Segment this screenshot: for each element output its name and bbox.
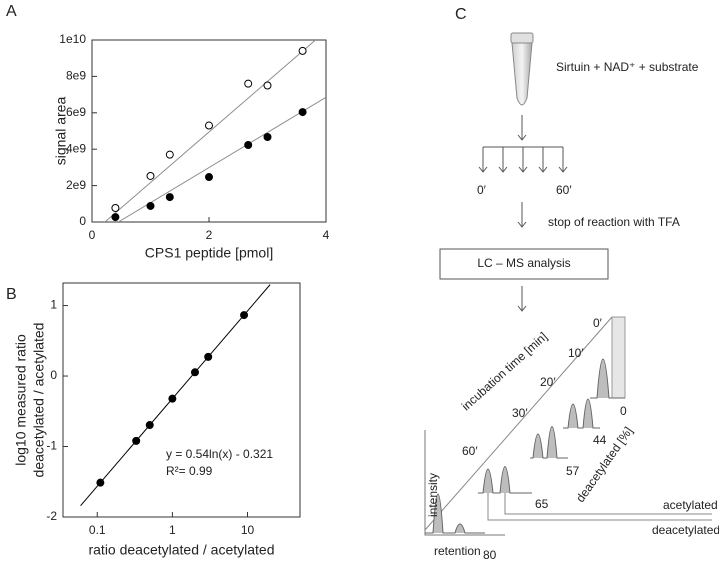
annotation: R²= 0.99 (166, 464, 213, 478)
y-tick-label: -2 (46, 509, 57, 523)
data-point (145, 421, 154, 430)
intensity-label: intensity (426, 473, 440, 517)
x-tick-label: 1 (169, 523, 176, 537)
data-point (165, 150, 174, 159)
panel-label: C (455, 6, 467, 23)
data-point (298, 108, 307, 117)
time-axis-label: incubation time [min] (459, 329, 550, 413)
y-tick-label: 1 (50, 298, 57, 312)
data-point (96, 478, 105, 487)
data-point (205, 121, 213, 130)
intensity-axis (424, 430, 505, 536)
y-tick-label: -1 (46, 439, 57, 453)
panel-label: B (6, 286, 17, 303)
analysis-box (439, 248, 609, 280)
time-end: 60′ (556, 183, 572, 197)
data-point (190, 368, 199, 377)
fit-line (118, 96, 326, 222)
split-arrows (478, 146, 568, 173)
x-axis-label: CPS1 peptide [pmol] (145, 245, 273, 261)
arrow (517, 115, 527, 141)
time-label: 0′ (593, 316, 603, 330)
y-axis-label: signal area (53, 97, 69, 166)
diagram: C Sirtuin + NAD⁺ + substrate 0′ 60′ stop… (424, 6, 719, 562)
data-point (204, 352, 213, 361)
data-point (263, 133, 272, 142)
plot-frame (62, 282, 301, 518)
data-point (205, 173, 213, 182)
time-axis (424, 316, 613, 531)
data-point (132, 436, 141, 445)
percent-label: 44 (593, 433, 607, 447)
shade (611, 316, 626, 399)
data-point (146, 171, 155, 180)
percent-label: 65 (535, 497, 549, 511)
peaks (425, 358, 625, 534)
percent-label: 80 (483, 548, 497, 562)
percent-label: 57 (566, 464, 580, 478)
data-point (244, 79, 253, 88)
x-tick-label: 4 (323, 228, 330, 242)
panel-label: A (6, 3, 17, 20)
data-point (244, 141, 253, 150)
fit-line (80, 284, 271, 507)
y-tick-label: 6e9 (66, 105, 86, 119)
x-tick-label: 0.1 (89, 523, 106, 537)
x-tick-label: 0 (89, 228, 96, 242)
data-point (263, 81, 272, 90)
time-label: 30′ (512, 406, 528, 420)
x-tick-label: 10 (241, 523, 255, 537)
plot-frame (91, 39, 327, 223)
y-tick-label: 8e9 (66, 69, 86, 83)
percent-label: 0 (620, 404, 627, 418)
data-point (111, 203, 120, 212)
retention-label: retention (434, 544, 481, 558)
y-axis-label: deacetylated / acetylated (31, 323, 47, 478)
y-tick-label: 1e10 (59, 32, 86, 46)
time-label: 10′ (568, 346, 584, 360)
time-label: 20′ (540, 375, 556, 389)
data-point (298, 46, 307, 55)
tube-cap (510, 32, 534, 44)
y-axis-label: log10 measured ratio (13, 334, 29, 466)
arrow (517, 286, 527, 312)
data-point (168, 394, 177, 403)
stop-step: stop of reaction with TFA (548, 215, 680, 229)
annotation: y = 0.54ln(x) - 0.321 (166, 447, 273, 461)
time-label: 60′ (462, 444, 478, 458)
legend-entry: deacetylated (652, 523, 719, 537)
y-tick-label: 0 (50, 368, 57, 382)
data-point (146, 201, 155, 210)
reagents: Sirtuin + NAD⁺ + substrate (556, 60, 699, 74)
arrow (517, 202, 527, 228)
x-axis-label: ratio deacetylated / acetylated (88, 542, 274, 558)
data-point (165, 193, 174, 202)
y-tick-label: 2e9 (66, 178, 86, 192)
fit-line (104, 40, 317, 222)
y-tick-label: 4e9 (66, 141, 86, 155)
tube (511, 42, 533, 106)
x-tick-label: 2 (206, 228, 213, 242)
analysis-label: LC – MS analysis (477, 256, 570, 270)
legend-lines (487, 493, 712, 521)
y-tick-label: 0 (79, 214, 86, 228)
legend-entry: acetylated (663, 498, 718, 512)
time-start: 0′ (477, 183, 487, 197)
data-point (240, 311, 249, 320)
data-point (111, 213, 120, 222)
